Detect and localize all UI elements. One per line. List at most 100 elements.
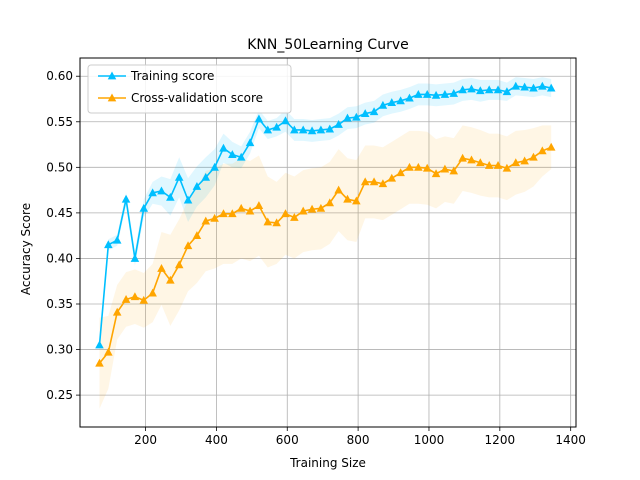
training-score-point [139, 203, 149, 212]
training-score-point [538, 81, 547, 90]
cross-validation-score-point [538, 146, 547, 155]
training-score-point [183, 195, 193, 204]
training-score-point [493, 85, 503, 94]
training-score-point [245, 138, 255, 147]
cross-validation-score-point [254, 201, 264, 209]
cross-validation-score-point [130, 292, 140, 301]
cross-validation-score-point [290, 212, 299, 221]
cross-validation-score-point [458, 153, 467, 162]
cross-validation-score-point [343, 194, 352, 203]
cross-validation-score-point [378, 179, 388, 188]
cross-validation-score-point [281, 209, 290, 218]
y-tick-label: 0.40 [46, 251, 73, 265]
training-score-point [112, 235, 122, 244]
training-score-point [148, 188, 157, 197]
x-tick-label: 400 [205, 433, 228, 447]
training-score-point [458, 85, 467, 94]
training-score-point [316, 125, 326, 134]
y-tick-label: 0.35 [46, 297, 73, 311]
training-score-band [99, 77, 552, 351]
y-axis-label: Accuracy Score [19, 203, 33, 295]
cross-validation-score-point [183, 241, 193, 250]
cross-validation-score-point [112, 307, 122, 316]
cross-validation-score-point [396, 168, 405, 177]
plot-area-frame [79, 57, 577, 428]
y-tick-label: 0.45 [46, 206, 73, 220]
training-score-point [467, 84, 476, 93]
cross-validation-score-point [511, 158, 521, 167]
cross-validation-score-point [502, 163, 512, 172]
cross-validation-score-point [272, 218, 281, 227]
training-score-point [546, 83, 556, 92]
cross-validation-score-point [431, 169, 441, 178]
x-tick-label: 1200 [485, 433, 516, 447]
training-score-point [325, 124, 335, 133]
training-score-point [95, 340, 104, 349]
cross-validation-score-point [210, 213, 219, 222]
training-score-point [484, 85, 494, 94]
training-score-point [405, 93, 414, 102]
cross-validation-score-point [520, 156, 529, 165]
cross-validation-score-point [166, 275, 175, 284]
cross-validation-score-point [236, 203, 246, 212]
training-score-point [290, 125, 299, 134]
cross-validation-score-point [352, 196, 361, 205]
cross-validation-score-point [192, 231, 202, 240]
chart-title: KNN_50Learning Curve [247, 37, 408, 53]
training-score-point [157, 186, 166, 195]
training-score-point [201, 172, 211, 181]
training-score-point [502, 87, 512, 96]
training-score-point [414, 89, 423, 98]
training-score-point [334, 120, 343, 128]
training-score-point [272, 122, 281, 131]
cross-validation-score-point [228, 209, 237, 218]
cross-validation-score-band [99, 125, 552, 409]
x-axis-label: Training Size [289, 456, 366, 470]
axis-ticks: 200 400 600 800 1000 1200 1400 0.25 0.30 0.35 0.40… [46, 69, 586, 447]
x-tick-label: 800 [347, 433, 370, 447]
cross-validation-score-point [484, 161, 494, 169]
cross-validation-score-legend-label: Cross-validation score [131, 91, 263, 105]
grid [80, 58, 576, 427]
training-score-point [378, 100, 388, 109]
x-tick-label: 600 [276, 433, 299, 447]
cross-validation-score-legend-marker [107, 93, 117, 102]
cross-validation-score-point [360, 177, 370, 186]
training-score-point [254, 114, 264, 123]
training-score-point [104, 240, 113, 249]
training-score-point [520, 82, 529, 91]
training-score-point [281, 116, 290, 125]
cross-validation-score-point [174, 260, 184, 269]
training-score-point [236, 152, 246, 161]
cross-validation-score-point [139, 295, 149, 304]
cross-validation-score-point [546, 142, 556, 151]
cross-validation-score-point [95, 358, 104, 367]
cross-validation-score-line [98, 146, 552, 364]
cross-validation-score-point [493, 161, 503, 169]
cross-validation-score-point [325, 198, 335, 207]
cross-validation-score-point [422, 163, 432, 172]
cross-validation-score-point [104, 347, 113, 356]
cross-validation-score-point [307, 204, 317, 213]
training-score-point [307, 126, 317, 135]
series-lines [98, 85, 552, 364]
training-score-point [352, 112, 361, 121]
legend-box [87, 64, 292, 114]
training-score-point [210, 162, 219, 171]
training-score-legend-marker [107, 71, 117, 80]
training-score-point [449, 89, 459, 97]
training-score-line [98, 85, 552, 346]
cross-validation-score-point [298, 206, 308, 215]
training-score-point [121, 194, 131, 203]
cross-validation-score-point [467, 155, 476, 164]
training-score-point [396, 96, 405, 105]
training-score-point [174, 172, 184, 181]
y-tick-label: 0.25 [46, 388, 73, 402]
training-score-point [228, 150, 237, 158]
cross-validation-score-point [201, 216, 211, 225]
training-score-point [387, 98, 397, 107]
training-score-point [263, 125, 273, 134]
x-tick-label: 200 [134, 433, 157, 447]
training-score-point [343, 113, 352, 122]
